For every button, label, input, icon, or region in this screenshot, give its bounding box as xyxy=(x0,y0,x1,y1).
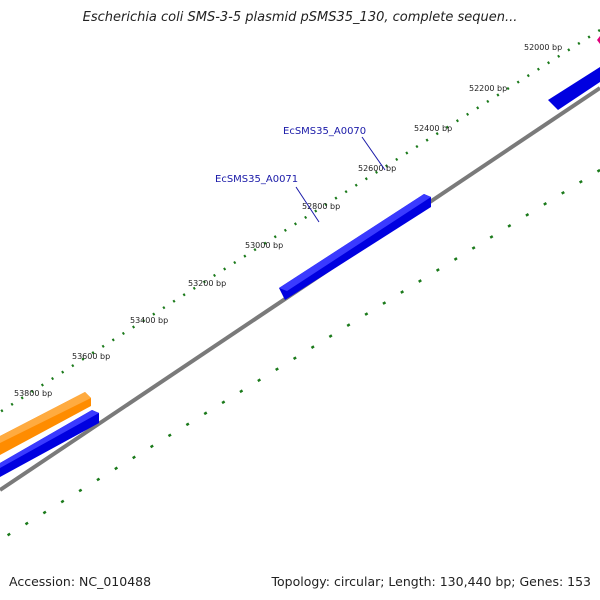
tick-label: 53200 bp xyxy=(188,279,226,288)
tick-label: 53800 bp xyxy=(14,389,52,398)
marker-icon xyxy=(597,36,600,44)
tick-label: 53400 bp xyxy=(130,316,168,325)
gene-block-52000[interactable] xyxy=(548,67,600,110)
tick-label: 52400 bp xyxy=(414,124,452,133)
tick-label: 52000 bp xyxy=(524,43,562,52)
tick-label: 52200 bp xyxy=(469,84,507,93)
gene-block-53900[interactable] xyxy=(0,410,99,477)
gene-block-53000[interactable] xyxy=(279,194,431,300)
gene-label-leader xyxy=(295,186,320,223)
tick-label: 52800 bp xyxy=(302,202,340,211)
gene-label[interactable]: EcSMS35_A0071 xyxy=(215,174,298,185)
tick-label: 53600 bp xyxy=(72,352,110,361)
tick-label: 52600 bp xyxy=(358,164,396,173)
map-title: Escherichia coli SMS-3-5 plasmid pSMS35_… xyxy=(82,10,518,25)
gene-block-orange[interactable] xyxy=(0,392,91,455)
gene-label[interactable]: EcSMS35_A0070 xyxy=(283,126,366,137)
gene-label-leader xyxy=(361,136,386,171)
summary-label: Topology: circular; Length: 130,440 bp; … xyxy=(271,574,592,589)
accession-label: Accession: NC_010488 xyxy=(9,574,152,589)
tick-label: 53000 bp xyxy=(245,241,283,250)
